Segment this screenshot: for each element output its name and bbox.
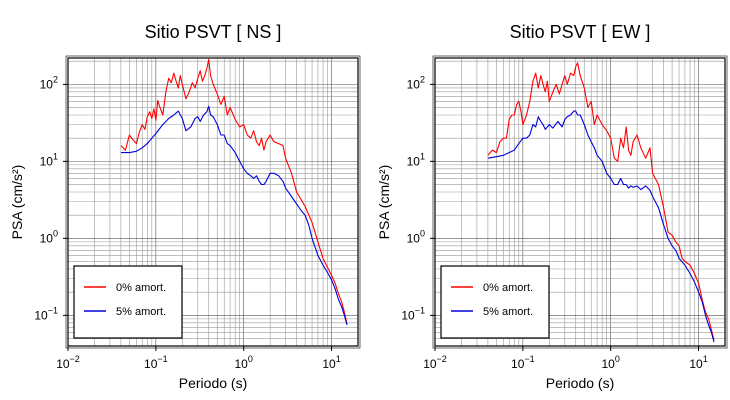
x-tick-exp: −1 [524,354,534,364]
y-tick-exp: 2 [53,74,58,84]
x-tick-label: 10−2 [423,354,447,371]
x-axis-label: Periodo (s) [546,375,614,391]
chart-title: Sitio PSVT [ NS ] [145,22,282,42]
legend-box [73,265,183,339]
x-tick-label: 100 [602,354,620,371]
x-tick-base: 10 [511,357,525,371]
y-tick-exp: 0 [420,228,425,238]
legend: 0% amort. 5% amort. [440,265,550,339]
x-tick-label: 10−2 [56,354,80,371]
x-tick-base: 10 [56,357,70,371]
y-tick-label: 101 [407,151,425,168]
y-tick-label: 101 [40,151,58,168]
x-tick-label: 10−1 [511,354,535,371]
legend-label: 0% amort. [116,282,166,294]
y-tick-base: 10 [407,231,421,245]
y-axis-label: PSA (cm/s²) [9,165,25,240]
series-line-undamped [120,59,348,324]
x-tick-base: 10 [322,357,336,371]
legend-label: 5% amort. [116,306,166,318]
series-line-undamped [487,62,715,341]
y-tick-exp: 2 [420,74,425,84]
series-line-damped [120,105,348,326]
plot-frame-outer [65,55,361,349]
y-tick-exp: −1 [415,305,425,315]
y-tick-label: 100 [40,228,58,245]
x-tick-exp: 0 [248,354,253,364]
x-tick-label: 101 [322,354,340,371]
series-line-damped [487,110,715,343]
legend: 0% amort. 5% amort. [73,265,183,339]
y-tick-base: 10 [40,154,54,168]
x-tick-exp: 0 [615,354,620,364]
x-tick-exp: −2 [70,354,80,364]
plot-frame [434,57,726,347]
x-tick-base: 10 [144,357,158,371]
y-tick-label: 10−1 [401,305,425,322]
grid [67,58,359,347]
y-tick-base: 10 [34,308,48,322]
plot-frame [67,57,359,347]
legend-box [440,265,550,339]
x-tick-base: 10 [423,357,437,371]
legend-label: 0% amort. [483,282,533,294]
y-tick-base: 10 [40,77,54,91]
x-axis-label: Periodo (s) [179,375,247,391]
x-tick-exp: 1 [336,354,341,364]
x-tick-label: 100 [235,354,253,371]
y-tick-label: 10−1 [34,305,58,322]
x-tick-label: 10−1 [144,354,168,371]
y-tick-base: 10 [40,231,54,245]
y-tick-exp: 1 [53,151,58,161]
y-tick-exp: −1 [48,305,58,315]
x-tick-exp: 1 [703,354,708,364]
y-tick-base: 10 [401,308,415,322]
chart-title: Sitio PSVT [ EW ] [510,22,651,42]
x-tick-exp: −1 [157,354,167,364]
x-tick-base: 10 [602,357,616,371]
y-tick-exp: 0 [53,228,58,238]
y-tick-exp: 1 [420,151,425,161]
x-tick-label: 101 [689,354,707,371]
y-axis-label: PSA (cm/s²) [376,165,392,240]
legend-label: 5% amort. [483,306,533,318]
y-tick-label: 102 [40,74,58,91]
y-tick-base: 10 [407,154,421,168]
plot-frame-outer [432,55,728,349]
y-tick-label: 100 [407,228,425,245]
x-tick-exp: −2 [437,354,447,364]
y-tick-base: 10 [407,77,421,91]
x-tick-base: 10 [689,357,703,371]
y-tick-label: 102 [407,74,425,91]
x-tick-base: 10 [235,357,249,371]
